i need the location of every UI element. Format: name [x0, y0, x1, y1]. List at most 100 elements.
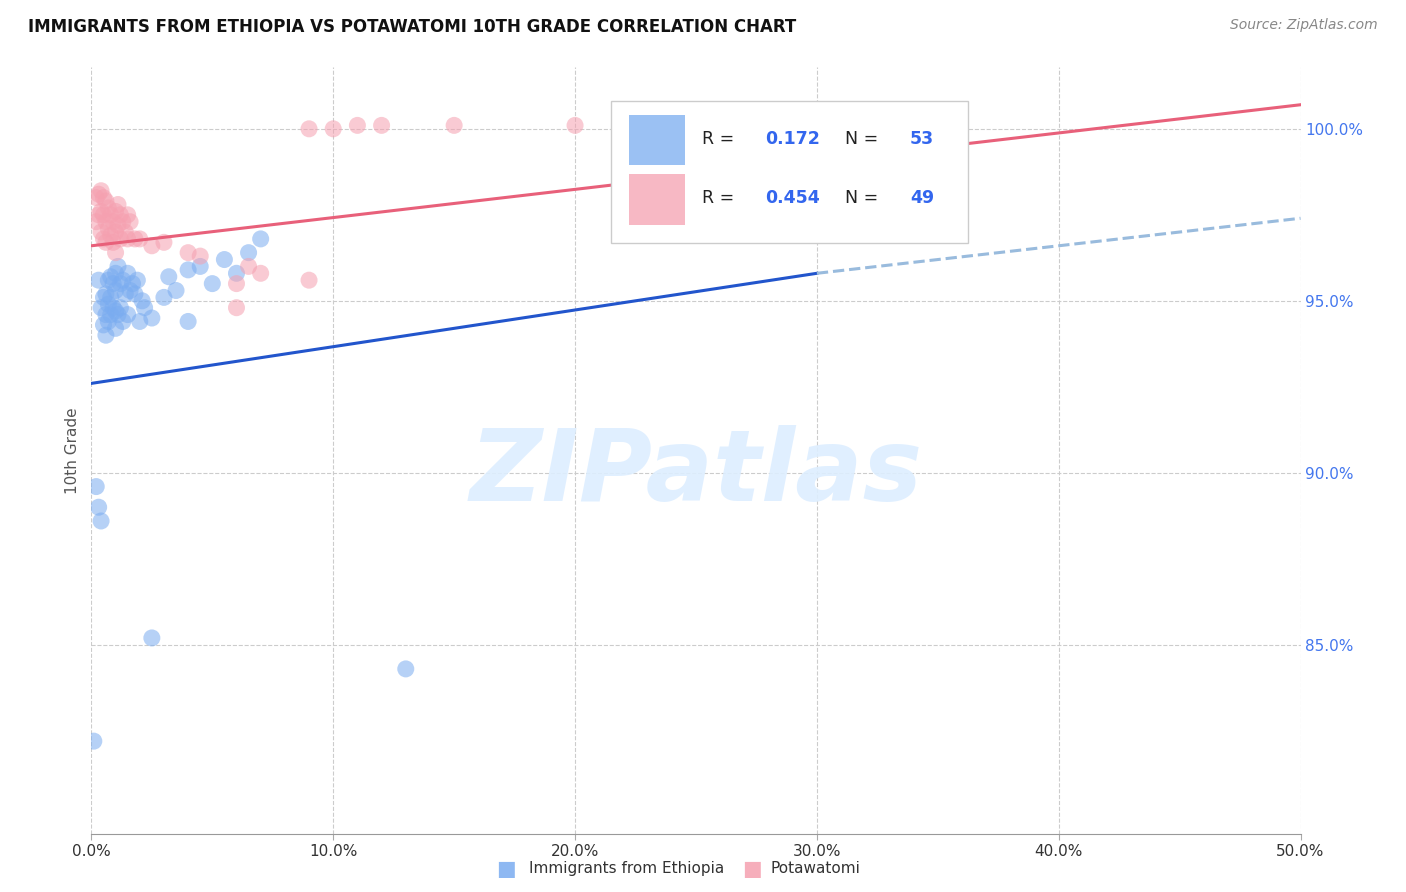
- Text: ZIPatlas: ZIPatlas: [470, 425, 922, 522]
- Point: [214, 252, 236, 267]
- Point: [93, 191, 115, 205]
- Point: [101, 277, 124, 291]
- Text: N =: N =: [845, 189, 883, 208]
- Point: [322, 121, 344, 136]
- Point: [370, 119, 392, 133]
- Point: [101, 235, 124, 250]
- Point: [101, 301, 124, 315]
- Point: [141, 631, 163, 645]
- Point: [87, 208, 110, 222]
- Point: [93, 318, 115, 332]
- Point: [141, 239, 163, 253]
- Point: [395, 662, 418, 676]
- Point: [97, 201, 120, 215]
- Point: [121, 277, 143, 291]
- Point: [927, 119, 949, 133]
- Text: 53: 53: [910, 130, 934, 148]
- Point: [87, 500, 110, 515]
- Text: 0.454: 0.454: [765, 189, 820, 208]
- Point: [90, 204, 112, 219]
- Point: [131, 293, 153, 308]
- Point: [100, 290, 122, 304]
- Point: [120, 284, 142, 298]
- FancyBboxPatch shape: [612, 102, 967, 244]
- Point: [120, 215, 142, 229]
- Point: [93, 290, 115, 304]
- Point: [104, 321, 127, 335]
- Point: [127, 273, 149, 287]
- FancyBboxPatch shape: [630, 115, 685, 166]
- Point: [104, 245, 127, 260]
- Point: [165, 284, 187, 298]
- Point: [249, 232, 271, 246]
- Text: 49: 49: [910, 189, 934, 208]
- Point: [298, 121, 321, 136]
- Point: [107, 218, 129, 232]
- Text: ■: ■: [742, 859, 762, 879]
- Point: [134, 301, 156, 315]
- Point: [124, 232, 146, 246]
- FancyBboxPatch shape: [630, 174, 685, 225]
- Point: [128, 232, 150, 246]
- Point: [90, 184, 112, 198]
- Point: [97, 273, 120, 287]
- Point: [94, 287, 117, 301]
- Point: [225, 277, 247, 291]
- Point: [107, 308, 129, 322]
- Point: [107, 197, 129, 211]
- Point: [104, 225, 127, 239]
- Text: R =: R =: [702, 189, 740, 208]
- Point: [90, 514, 112, 528]
- Point: [87, 273, 110, 287]
- Point: [87, 187, 110, 202]
- Point: [124, 287, 146, 301]
- Point: [104, 266, 127, 280]
- Point: [100, 269, 122, 284]
- Point: [188, 260, 211, 274]
- Point: [100, 208, 122, 222]
- Text: ■: ■: [496, 859, 516, 879]
- Point: [110, 301, 132, 315]
- Text: R =: R =: [702, 130, 740, 148]
- Point: [177, 314, 200, 328]
- Point: [201, 277, 224, 291]
- Point: [93, 232, 115, 246]
- Point: [93, 208, 115, 222]
- Point: [111, 215, 134, 229]
- Text: IMMIGRANTS FROM ETHIOPIA VS POTAWATOMI 10TH GRADE CORRELATION CHART: IMMIGRANTS FROM ETHIOPIA VS POTAWATOMI 1…: [28, 18, 796, 36]
- Point: [564, 119, 586, 133]
- Point: [177, 263, 200, 277]
- Point: [117, 266, 139, 280]
- Point: [90, 301, 112, 315]
- Point: [117, 208, 139, 222]
- Text: Potawatomi: Potawatomi: [770, 862, 860, 876]
- Y-axis label: 10th Grade: 10th Grade: [65, 407, 80, 494]
- Point: [94, 194, 117, 208]
- Point: [117, 232, 139, 246]
- Point: [84, 215, 107, 229]
- Point: [90, 225, 112, 239]
- Point: [104, 304, 127, 318]
- Text: Immigrants from Ethiopia: Immigrants from Ethiopia: [529, 862, 724, 876]
- Point: [94, 308, 117, 322]
- Point: [100, 308, 122, 322]
- Point: [110, 208, 132, 222]
- Point: [107, 260, 129, 274]
- Point: [94, 235, 117, 250]
- Point: [188, 249, 211, 263]
- Point: [97, 297, 120, 311]
- Point: [128, 314, 150, 328]
- Point: [104, 284, 127, 298]
- Point: [111, 273, 134, 287]
- Point: [177, 245, 200, 260]
- Point: [83, 734, 105, 748]
- Point: [94, 328, 117, 343]
- Point: [346, 119, 368, 133]
- Point: [114, 225, 136, 239]
- Point: [249, 266, 271, 280]
- Point: [84, 191, 107, 205]
- Point: [97, 314, 120, 328]
- Point: [114, 287, 136, 301]
- Point: [225, 301, 247, 315]
- Point: [238, 260, 260, 274]
